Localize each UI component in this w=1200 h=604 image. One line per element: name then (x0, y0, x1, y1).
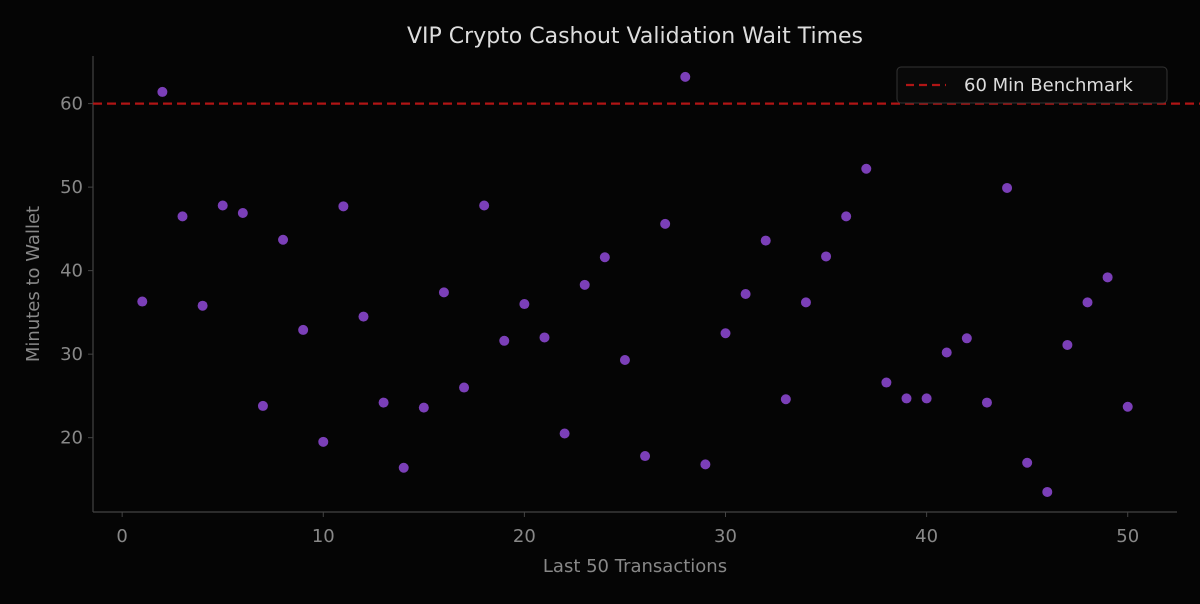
data-point (921, 393, 932, 404)
chart-title: VIP Crypto Cashout Validation Wait Times (407, 24, 863, 49)
y-tick-label: 40 (60, 261, 83, 282)
data-point (1022, 457, 1033, 468)
data-point (479, 200, 490, 211)
data-point (278, 234, 289, 245)
data-point (821, 251, 832, 262)
x-tick-label: 20 (513, 526, 536, 547)
data-point (640, 451, 651, 462)
data-point (901, 393, 912, 404)
data-point (318, 436, 329, 447)
data-point (841, 211, 852, 222)
data-point (800, 297, 811, 308)
data-point (559, 428, 570, 439)
data-point (780, 394, 791, 405)
data-point (961, 333, 972, 344)
data-point (338, 201, 349, 212)
x-tick-label: 30 (714, 526, 737, 547)
x-tick-label: 0 (116, 526, 127, 547)
data-point (298, 324, 309, 335)
x-tick-label: 40 (915, 526, 938, 547)
data-point (760, 235, 771, 246)
data-point (157, 86, 168, 97)
y-axis-label: Minutes to Wallet (23, 206, 44, 362)
data-point (1122, 401, 1133, 412)
data-point (398, 462, 409, 473)
x-axis-label: Last 50 Transactions (543, 556, 727, 577)
data-point (499, 335, 510, 346)
y-tick-label: 60 (60, 94, 83, 115)
data-point (1102, 272, 1113, 283)
data-point (1062, 339, 1073, 350)
x-tick-label: 10 (312, 526, 335, 547)
data-point (438, 287, 449, 298)
legend-box (896, 66, 1168, 104)
data-point (358, 311, 369, 322)
data-point (519, 299, 530, 310)
data-point (257, 400, 268, 411)
legend: 60 Min Benchmark (896, 66, 1168, 104)
data-point (197, 300, 208, 311)
data-point (378, 397, 389, 408)
data-point (941, 347, 952, 358)
data-point (619, 355, 630, 365)
data-point (1042, 486, 1053, 497)
data-point (579, 279, 590, 290)
y-tick-label: 30 (60, 344, 83, 365)
data-point (1082, 297, 1093, 308)
data-point (418, 402, 429, 413)
y-tick-label: 50 (60, 177, 83, 198)
data-point (237, 208, 248, 219)
x-tick-label: 50 (1116, 526, 1139, 547)
data-point (660, 218, 671, 229)
data-point (881, 377, 892, 388)
data-point (217, 200, 228, 211)
data-point (1002, 182, 1013, 193)
data-point (981, 397, 992, 408)
data-point (740, 289, 751, 300)
data-point (700, 459, 711, 470)
data-point (177, 211, 188, 222)
data-point (539, 332, 550, 343)
data-point (680, 71, 691, 82)
data-point (861, 163, 872, 174)
y-tick-label: 20 (60, 428, 83, 449)
data-point (720, 328, 731, 339)
legend-benchmark-label: 60 Min Benchmark (964, 75, 1133, 96)
data-point (599, 252, 610, 263)
data-point (459, 382, 470, 393)
data-point (137, 296, 148, 307)
